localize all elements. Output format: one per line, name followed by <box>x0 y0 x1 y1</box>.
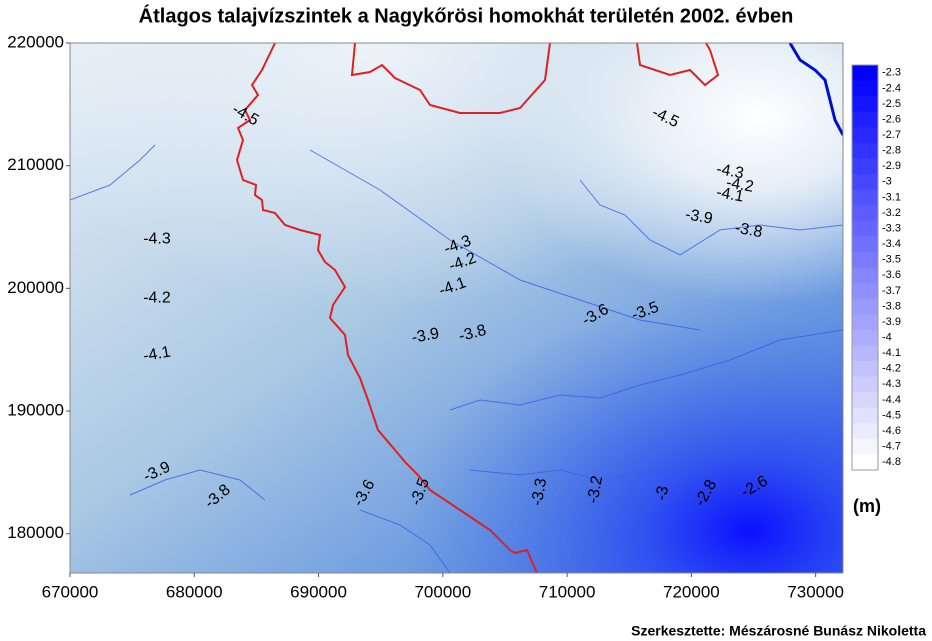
contour-label: -3.2 <box>585 474 607 504</box>
colorbar-swatch <box>852 392 878 409</box>
colorbar-swatch <box>852 376 878 393</box>
colorbar-swatch <box>852 283 878 300</box>
y-tick-label: 200000 <box>7 278 64 297</box>
x-tick-label: 670000 <box>42 582 99 601</box>
colorbar-swatch <box>852 251 878 268</box>
colorbar-swatch <box>852 454 878 471</box>
colorbar-swatch <box>852 80 878 97</box>
contour-label: -3.9 <box>410 325 440 347</box>
colorbar-label: -3.7 <box>882 285 901 297</box>
colorbar-label: -4.6 <box>882 425 901 437</box>
x-tick-label: 680000 <box>166 582 223 601</box>
colorbar-swatch <box>852 407 878 424</box>
colorbar-swatch <box>852 329 878 346</box>
colorbar-frame <box>851 64 879 471</box>
contour-label: -3.8 <box>734 220 764 242</box>
colorbar-swatch <box>852 298 878 315</box>
contour-label: -4.1 <box>715 184 745 206</box>
colorbar-swatch <box>852 345 878 362</box>
colorbar-label: -4.2 <box>882 363 901 375</box>
colorbar-swatch <box>852 189 878 206</box>
colorbar-label: -4.4 <box>882 394 901 406</box>
colorbar-swatch <box>852 174 878 191</box>
credit: Szerkesztette: Mészárosné Bunász Nikolet… <box>631 623 926 639</box>
contour-label: -3.8 <box>457 322 488 346</box>
colorbar-swatch <box>852 142 878 159</box>
colorbar-label: -2.6 <box>882 113 901 125</box>
colorbar-swatch <box>852 65 878 82</box>
contour-label: -4.3 <box>143 231 171 248</box>
x-tick-label: 690000 <box>290 582 347 601</box>
colorbar-swatch <box>852 205 878 222</box>
colorbar-swatch <box>852 438 878 455</box>
colorbar-label: -3.3 <box>882 222 901 234</box>
colorbar-label: -4 <box>882 332 892 344</box>
colorbar-swatch <box>852 314 878 331</box>
contour-label: -3.9 <box>684 206 714 228</box>
y-tick-label: 180000 <box>7 523 64 542</box>
colorbar-swatch <box>852 111 878 128</box>
colorbar-label: -3.2 <box>882 207 901 219</box>
contour-label: -3.3 <box>529 477 551 507</box>
contour-label: -4.3 <box>715 161 745 183</box>
colorbar-label: -4.1 <box>882 347 901 359</box>
colorbar-label: -2.5 <box>882 98 901 110</box>
x-tick-label: 720000 <box>663 582 720 601</box>
colorbar-label: -2.7 <box>882 129 901 141</box>
colorbar-label: -2.3 <box>882 67 901 79</box>
contour-label: -4.1 <box>142 344 172 366</box>
contour-label: -3 <box>653 485 672 502</box>
danube <box>788 43 843 136</box>
colorbar-label: -4.8 <box>882 456 901 468</box>
x-tick-label: 700000 <box>414 582 471 601</box>
y-tick-label: 210000 <box>7 155 64 174</box>
colorbar-label: -3 <box>882 176 892 188</box>
y-tick-label: 220000 <box>7 32 64 51</box>
colorbar-label: -4.3 <box>882 378 901 390</box>
colorbar-label: -4.5 <box>882 409 901 421</box>
colorbar-label: -3.1 <box>882 191 901 203</box>
colorbar-swatch <box>852 360 878 378</box>
colorbar-label: -4.7 <box>882 441 901 453</box>
colorbar-label: -3.6 <box>882 269 901 281</box>
colorbar-swatch <box>852 127 878 144</box>
field <box>70 43 843 573</box>
x-tick-label: 730000 <box>787 582 844 601</box>
colorbar-label: -3.5 <box>882 254 901 266</box>
colorbar-label: -3.8 <box>882 300 901 312</box>
plot-frame <box>69 42 844 574</box>
colorbar-label: -2.9 <box>882 160 901 172</box>
colorbar-label: -3.9 <box>882 316 901 328</box>
border <box>235 43 720 573</box>
colorbar-swatch <box>852 236 878 253</box>
y-tick-label: 190000 <box>7 401 64 420</box>
colorbar-swatch <box>852 267 878 284</box>
colorbar-swatch <box>852 96 878 113</box>
title: Átlagos talajvízszintek a Nagykőrösi hom… <box>139 4 794 27</box>
contour-label: -4.2 <box>725 174 755 196</box>
colorbar-label: -2.8 <box>882 145 901 157</box>
colorbar-label: -2.4 <box>882 82 901 94</box>
colorbar-label: -3.4 <box>882 238 901 250</box>
colorbar-swatch <box>852 220 878 237</box>
unit-label: (m) <box>853 496 881 516</box>
rivers <box>70 144 843 573</box>
contour-label: -4.2 <box>143 289 171 306</box>
colorbar-swatch <box>852 158 878 175</box>
x-tick-label: 710000 <box>539 582 596 601</box>
colorbar-swatch <box>852 423 878 440</box>
